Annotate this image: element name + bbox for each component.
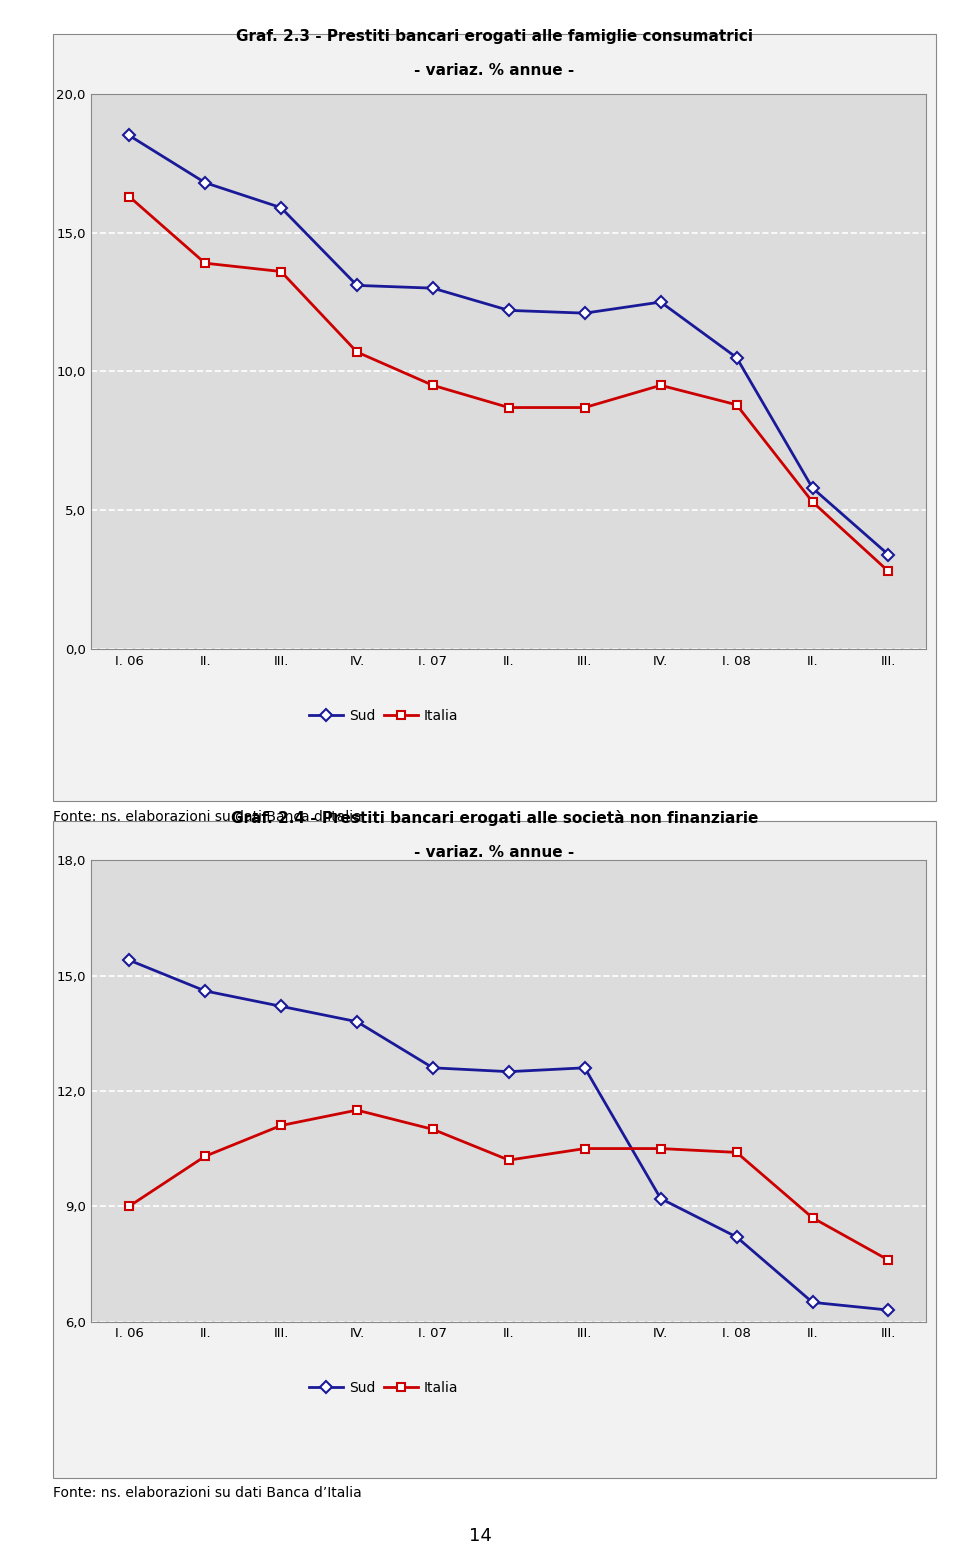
Text: Fonte: ns. elaborazioni su dati Banca d’Italia: Fonte: ns. elaborazioni su dati Banca d’… (53, 1486, 362, 1500)
Legend: Sud, Italia: Sud, Italia (303, 702, 464, 729)
Text: Graf. 2.3 - Prestiti bancari erogati alle famiglie consumatrici: Graf. 2.3 - Prestiti bancari erogati all… (236, 28, 753, 44)
Legend: Sud, Italia: Sud, Italia (303, 1375, 464, 1401)
Text: Graf. 2.4 - Prestiti bancari erogati alle società non finanziarie: Graf. 2.4 - Prestiti bancari erogati all… (230, 810, 758, 826)
Text: - variaz. % annue -: - variaz. % annue - (415, 63, 574, 78)
Text: Fonte: ns. elaborazioni su dati Banca d’Italia: Fonte: ns. elaborazioni su dati Banca d’… (53, 810, 362, 824)
Text: 14: 14 (468, 1526, 492, 1545)
Text: - variaz. % annue -: - variaz. % annue - (415, 845, 574, 860)
